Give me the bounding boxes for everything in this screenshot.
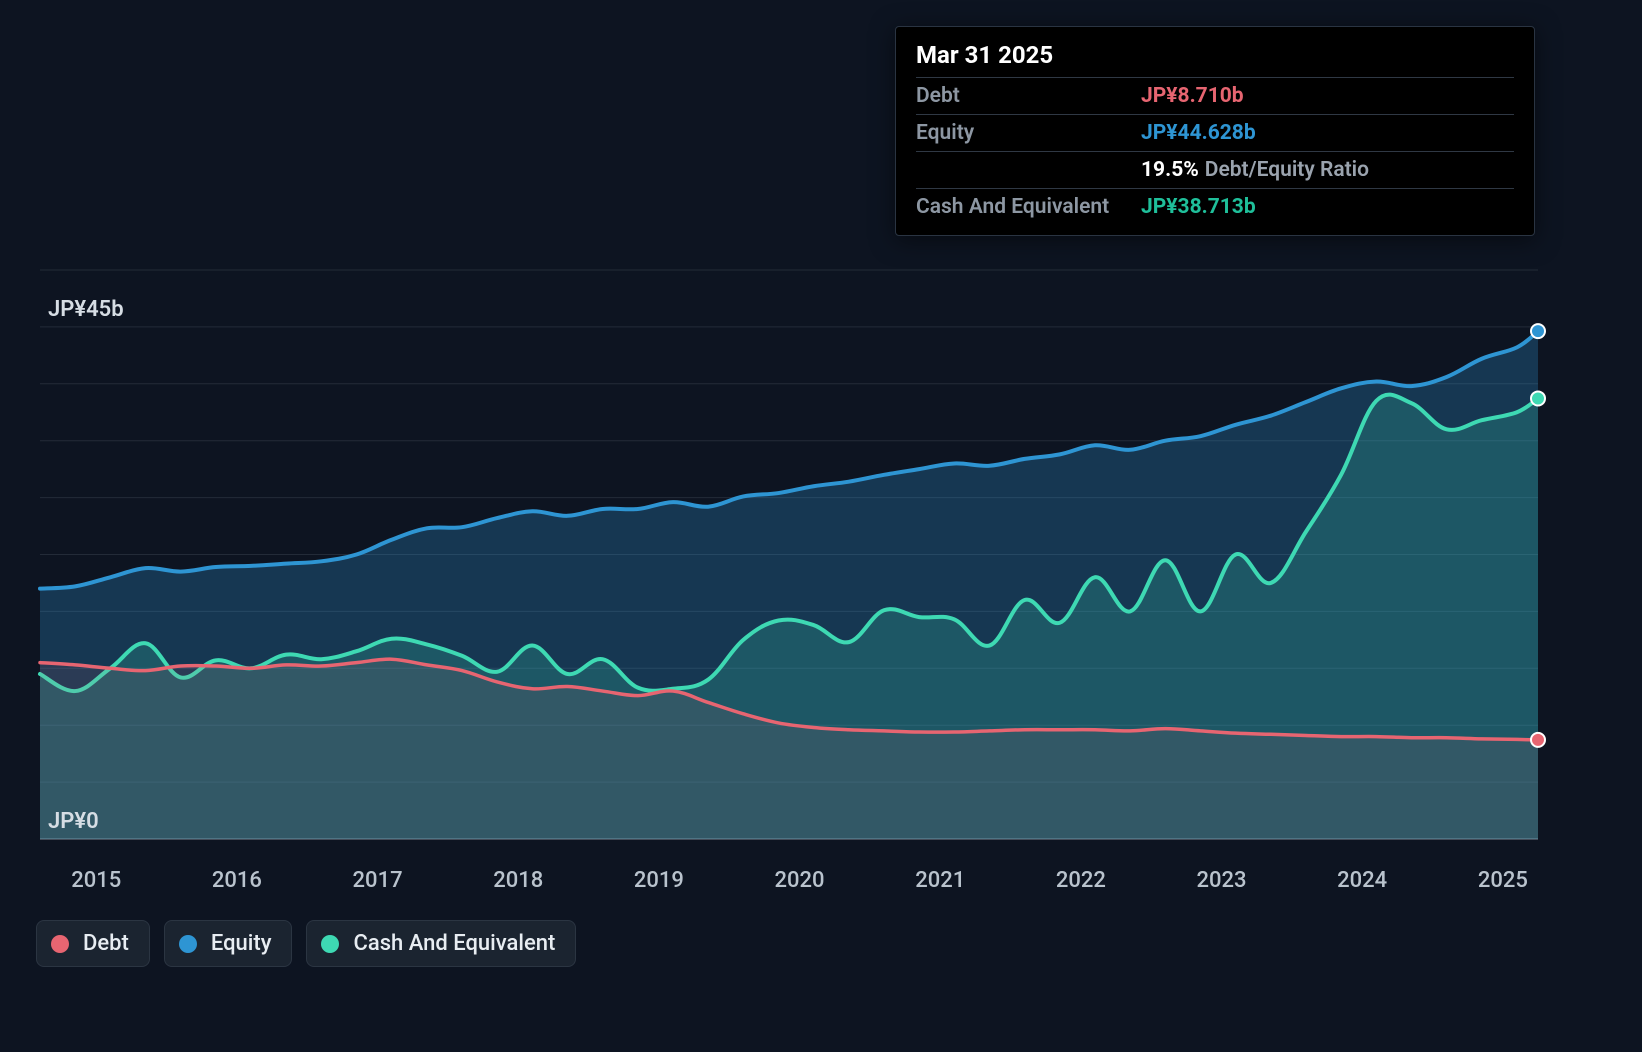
x-axis-label: 2024 [1337,868,1387,893]
legend-dot-icon [51,935,69,953]
data-tooltip: Mar 31 2025DebtJP¥8.710bEquityJP¥44.628b… [895,26,1535,236]
tooltip-value: JP¥8.710b [1141,84,1244,108]
legend-item[interactable]: Debt [36,920,150,967]
tooltip-ratio-pct: 19.5% [1141,158,1199,182]
x-axis-label: 2023 [1197,868,1247,893]
tooltip-date: Mar 31 2025 [916,41,1514,77]
legend-label: Cash And Equivalent [353,931,555,956]
x-axis-label: 2018 [493,868,543,893]
legend-dot-icon [179,935,197,953]
legend-dot-icon [321,935,339,953]
legend-item[interactable]: Equity [164,920,293,967]
x-axis-label: 2020 [775,868,825,893]
tooltip-row: 19.5%Debt/Equity Ratio [916,151,1514,188]
tooltip-label: Cash And Equivalent [916,195,1141,219]
tooltip-label: Debt [916,84,1141,108]
x-axis-label: 2021 [915,868,965,893]
tooltip-value: JP¥38.713b [1141,195,1256,219]
x-axis-label: 2016 [212,868,262,893]
y-axis-label: JP¥45b [48,297,124,322]
tooltip-row: EquityJP¥44.628b [916,114,1514,151]
tooltip-label: Equity [916,121,1141,145]
x-axis-label: 2019 [634,868,684,893]
x-axis-label: 2022 [1056,868,1106,893]
tooltip-row: Cash And EquivalentJP¥38.713b [916,188,1514,225]
tooltip-value: JP¥44.628b [1141,121,1256,145]
chart-legend: Debt Equity Cash And Equivalent [36,920,576,967]
x-axis-label: 2025 [1478,868,1528,893]
y-axis-label: JP¥0 [48,809,99,834]
tooltip-row: DebtJP¥8.710b [916,77,1514,114]
legend-item[interactable]: Cash And Equivalent [306,920,576,967]
x-axis-label: 2017 [353,868,403,893]
tooltip-ratio-text: Debt/Equity Ratio [1205,158,1369,182]
legend-label: Equity [211,931,272,956]
legend-label: Debt [83,931,129,956]
financial-chart: JP¥0 JP¥45b 2015 2016 2017 2018 2019 2020 2021 20… [0,0,1642,1052]
x-axis-label: 2015 [71,868,121,893]
